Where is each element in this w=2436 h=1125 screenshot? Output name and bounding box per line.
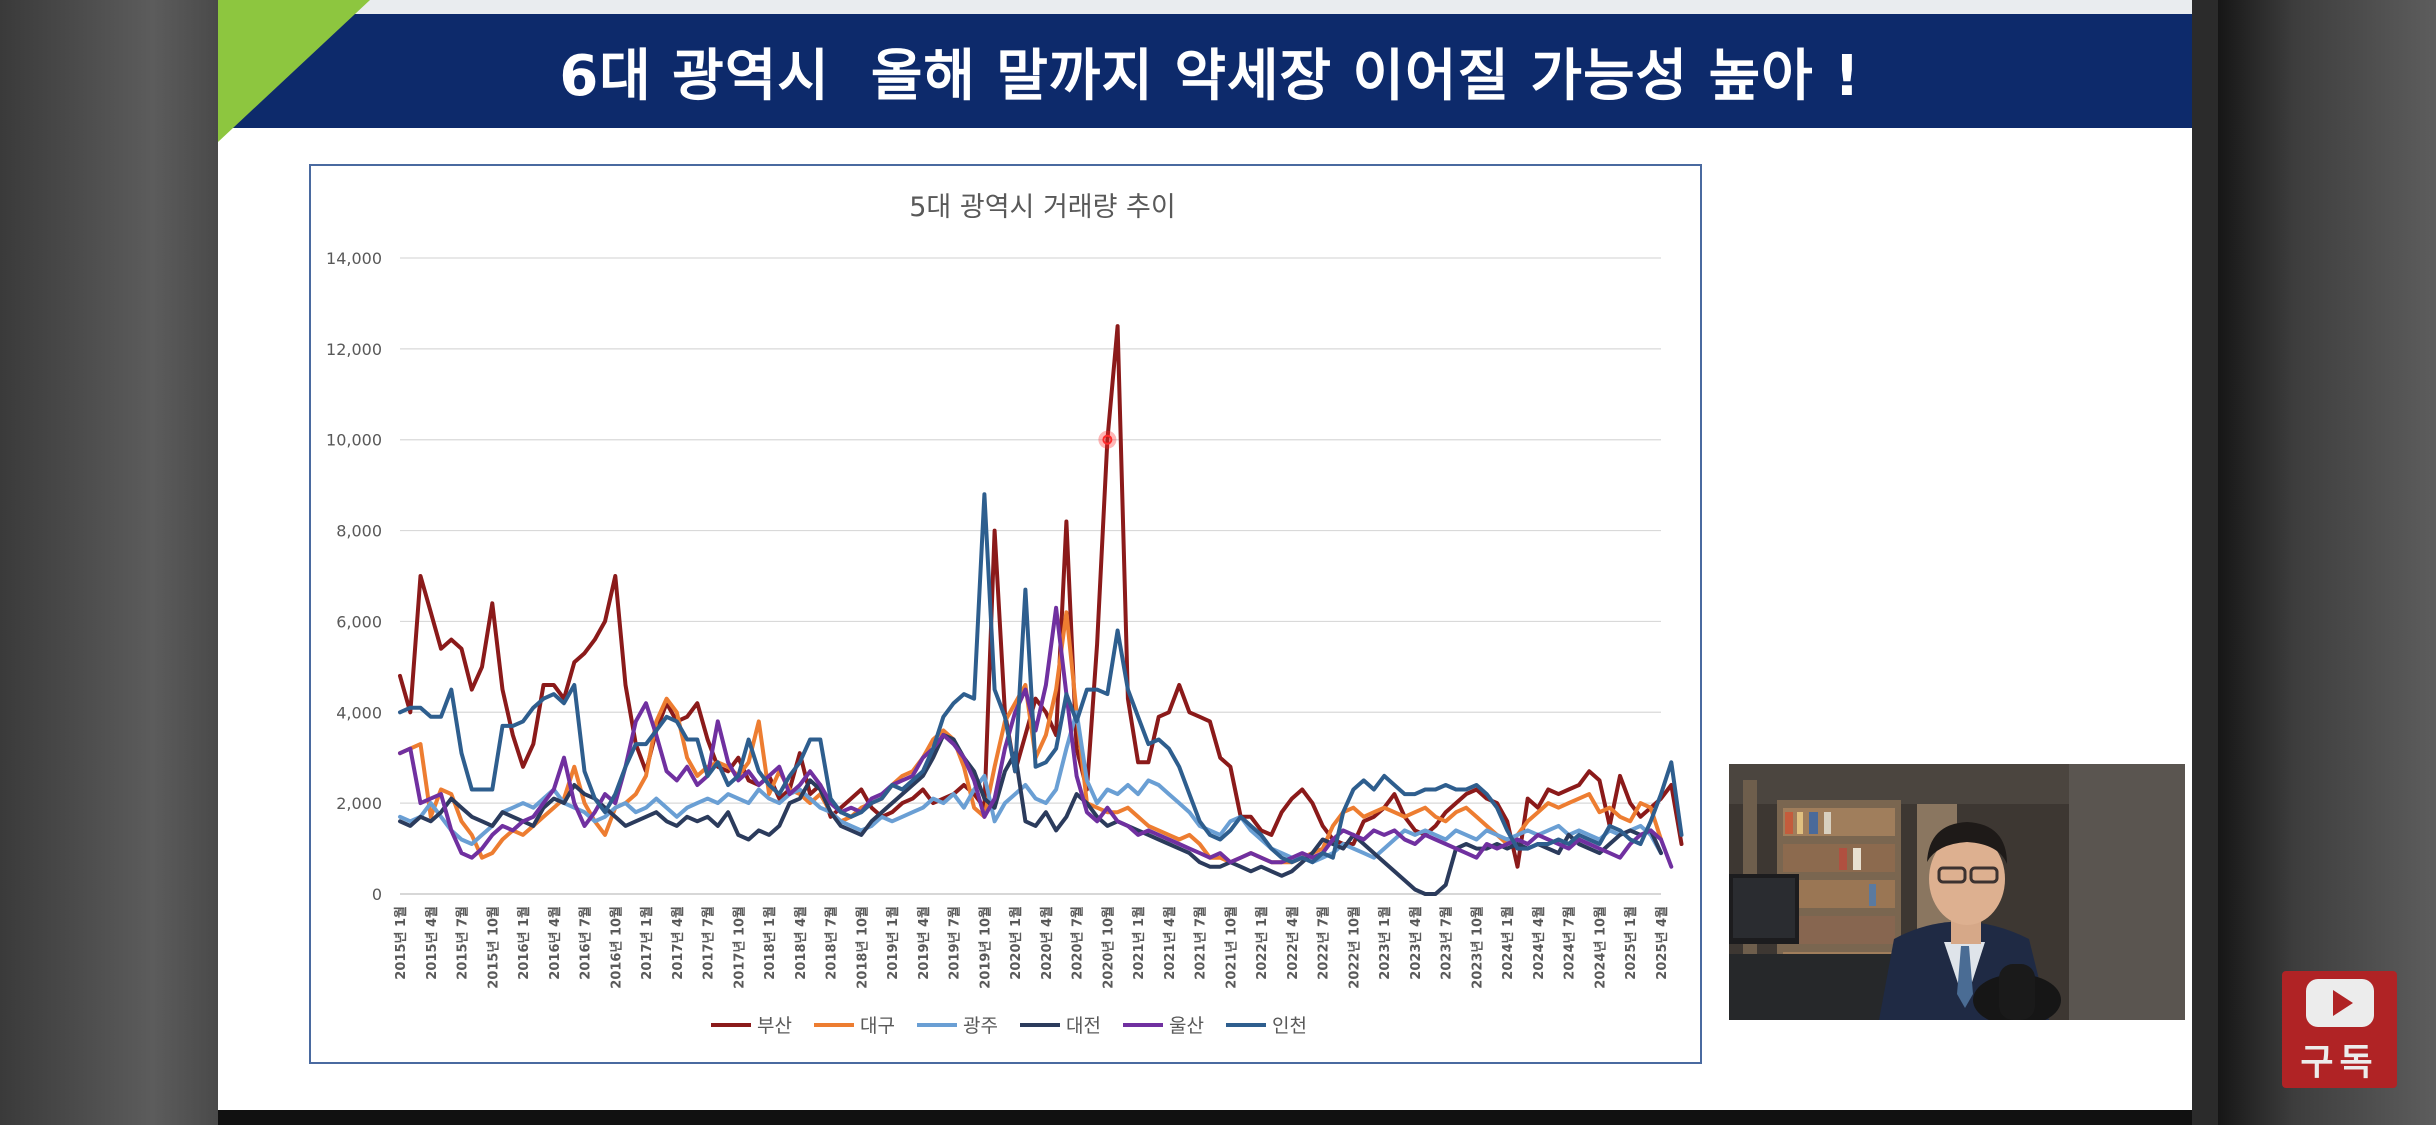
x-tick-label: 2017년 1월 [639,906,655,980]
x-tick-label: 2019년 4월 [916,906,932,980]
x-tick-label: 2020년 10월 [1100,906,1116,989]
slide-top-strip [218,0,2192,14]
line-chart: 5대 광역시 거래량 추이 14,000 12,000 10,000 8,000 6,00… [326,192,1684,1037]
chart-title: 5대 광역시 거래량 추이 [909,192,1176,223]
title-bar [228,14,2192,128]
background-right [2218,0,2436,1125]
x-tick-label: 2023년 1월 [1377,906,1393,980]
y-tick-label: 10,000 [326,431,382,450]
background-left [0,0,218,1125]
x-tick-label: 2024년 4월 [1531,906,1547,980]
legend-label: 대전 [1066,1015,1101,1037]
x-tick-label: 2017년 10월 [731,906,747,989]
peak-highlight-glow [1098,430,1117,449]
x-tick-label: 2022년 1월 [1254,906,1270,980]
x-tick-label: 2015년 1월 [393,906,409,980]
presentation-slide: 6대 광역시 올해 말까지 약세장 이어질 가능성 높아 ! 5대 광역시 거래… [218,0,2192,1110]
x-tick-label: 2019년 7월 [947,906,963,980]
y-tick-label: 4,000 [336,703,382,722]
x-tick-label: 2019년 1월 [885,906,901,980]
x-tick-label: 2020년 1월 [1008,906,1024,980]
chart-container: 5대 광역시 거래량 추이 14,000 12,000 10,000 8,000 6,00… [309,164,1702,1064]
x-tick-label: 2021년 7월 [1193,906,1209,980]
x-tick-label: 2021년 10월 [1223,906,1239,989]
x-tick-label: 2024년 7월 [1562,906,1578,980]
x-tick-label: 2015년 10월 [485,906,501,989]
y-tick-label: 8,000 [336,522,382,541]
x-tick-label: 2016년 7월 [578,906,594,980]
x-tick-label: 2021년 4월 [1162,906,1178,980]
x-tick-label: 2020년 4월 [1039,906,1055,980]
series-line-부산 [398,324,1684,869]
subscribe-button[interactable]: 구독 [2282,971,2397,1088]
x-tick-label: 2017년 7월 [701,906,717,980]
x-tick-label: 2015년 4월 [424,906,440,980]
legend-label: 광주 [963,1015,998,1037]
x-tick-label: 2022년 7월 [1316,906,1332,980]
green-corner-accent [218,0,370,142]
peak-highlight-marker [1102,434,1113,445]
x-tick-label: 2023년 7월 [1439,906,1455,980]
presenter-video-icon [1729,764,2185,1020]
series-line-대구 [398,610,1663,865]
x-tick-label: 2022년 10월 [1346,906,1362,989]
play-triangle-icon [2333,990,2353,1016]
x-tick-label: 2017년 4월 [670,906,686,980]
series-line-대전 [398,733,1663,896]
x-tick-label: 2018년 7월 [824,906,840,980]
legend-label: 울산 [1169,1015,1204,1037]
x-tick-label: 2024년 1월 [1500,906,1516,980]
subscribe-label: 구독 [2300,1042,2379,1083]
legend-label: 대구 [860,1015,895,1037]
legend-label: 인천 [1272,1015,1307,1037]
x-tick-label: 2016년 1월 [516,906,532,980]
x-tick-label: 2025년 4월 [1654,906,1670,980]
x-tick-label: 2024년 10월 [1592,906,1608,989]
x-tick-label: 2016년 4월 [547,906,563,980]
y-tick-label: 12,000 [326,340,382,359]
x-tick-label: 2025년 1월 [1623,906,1639,980]
y-tick-label: 0 [372,885,382,904]
x-tick-label: 2015년 7월 [455,906,471,980]
x-tick-label: 2023년 10월 [1469,906,1485,989]
presenter-webcam [1729,764,2185,1020]
y-tick-label: 6,000 [336,612,382,631]
x-tick-label: 2022년 4월 [1285,906,1301,980]
x-tick-label: 2023년 4월 [1408,906,1424,980]
x-tick-label: 2019년 10월 [977,906,993,989]
x-tick-label: 2016년 10월 [608,906,624,989]
y-tick-label: 14,000 [326,249,382,268]
x-tick-label: 2020년 7월 [1070,906,1086,980]
slide-bottom-edge [218,1110,2192,1125]
legend-label: 부산 [757,1015,792,1037]
series-line-인천 [398,492,1684,865]
x-tick-label: 2018년 1월 [762,906,778,980]
slide-title: 6대 광역시 올해 말까지 약세장 이어질 가능성 높아 ! [559,43,1861,109]
x-tick-label: 2018년 4월 [793,906,809,980]
x-tick-label: 2018년 10월 [854,906,870,989]
y-tick-label: 2,000 [336,794,382,813]
x-tick-label: 2021년 1월 [1131,906,1147,980]
